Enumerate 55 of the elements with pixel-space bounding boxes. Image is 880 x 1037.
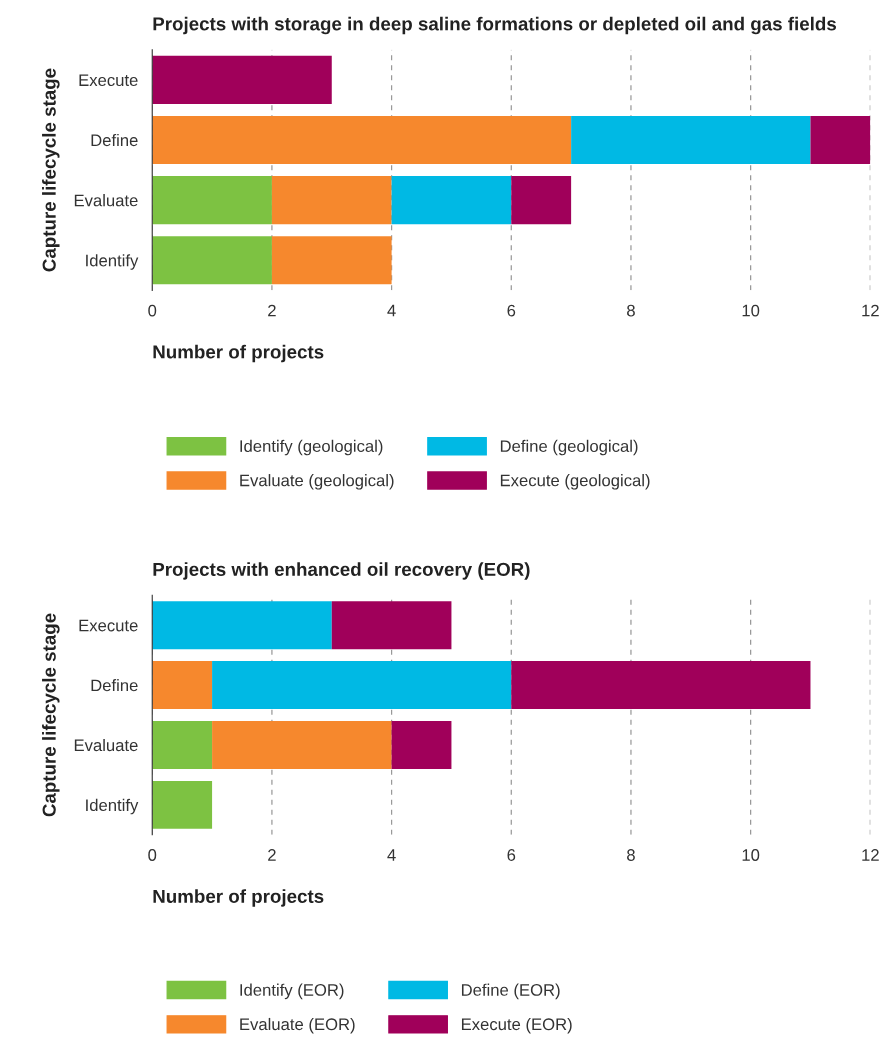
y-tick-label: Evaluate	[74, 738, 138, 752]
legend-label: Define (EOR)	[461, 983, 560, 1000]
chart-title: Projects with storage in deep saline formations or depleted oil and gas fields	[153, 16, 836, 35]
x-tick-label: 10	[742, 849, 760, 861]
bar	[152, 236, 272, 285]
bar	[271, 236, 392, 285]
bar	[152, 780, 213, 829]
y-tick-label: Execute	[79, 619, 138, 632]
y-tick-label: Define	[91, 133, 138, 147]
legend-label: Execute (geological)	[500, 474, 650, 490]
bar	[511, 176, 572, 225]
x-tick-label: 10	[742, 304, 760, 317]
y-tick-label: Identify	[86, 798, 139, 815]
x-tick-label: 8	[627, 849, 635, 861]
bar	[152, 661, 213, 710]
legend-label: Define (geological)	[500, 439, 638, 456]
x-tick-label: 2	[268, 849, 276, 861]
y-axis-title: Capture lifecycle stage	[42, 613, 60, 817]
x-tick-label: 6	[507, 304, 516, 317]
x-tick-label: 0	[148, 304, 157, 317]
bar	[212, 661, 512, 710]
x-tick-label: 2	[268, 304, 276, 317]
x-tick-label: 12	[862, 849, 879, 861]
x-tick-label: 4	[387, 849, 396, 861]
legend-label: Identify (EOR)	[240, 983, 344, 1000]
y-tick-label: Define	[91, 679, 138, 692]
y-tick-label: Identify	[86, 254, 139, 270]
x-axis-title: Number of projects	[153, 344, 324, 363]
legend-label: Execute (EOR)	[461, 1017, 572, 1034]
bar	[152, 721, 213, 769]
bar	[212, 721, 392, 769]
bar	[152, 176, 272, 225]
y-tick-label: Execute	[79, 74, 138, 87]
legend-label: Evaluate (EOR)	[240, 1017, 355, 1034]
bar	[331, 601, 452, 650]
bar	[152, 601, 332, 650]
bar	[391, 721, 452, 769]
legend-label: Evaluate (geological)	[240, 474, 394, 490]
y-axis-title: Capture lifecycle stage	[42, 68, 60, 272]
bar	[152, 55, 332, 104]
legend-label: Identify (geological)	[240, 439, 383, 456]
bar	[571, 115, 811, 165]
chart-title: Projects with enhanced oil recovery (EOR)	[153, 562, 530, 580]
x-tick-label: 6	[507, 849, 516, 861]
x-tick-label: 0	[148, 849, 157, 861]
x-tick-label: 8	[627, 304, 635, 317]
bar	[152, 115, 572, 165]
bar	[391, 176, 512, 225]
bar	[511, 661, 811, 710]
x-tick-label: 12	[862, 304, 879, 317]
bar	[810, 115, 871, 165]
x-axis-title: Number of projects	[153, 889, 324, 907]
y-tick-label: Evaluate	[74, 194, 138, 207]
bar	[271, 176, 392, 225]
x-tick-label: 4	[387, 304, 396, 317]
